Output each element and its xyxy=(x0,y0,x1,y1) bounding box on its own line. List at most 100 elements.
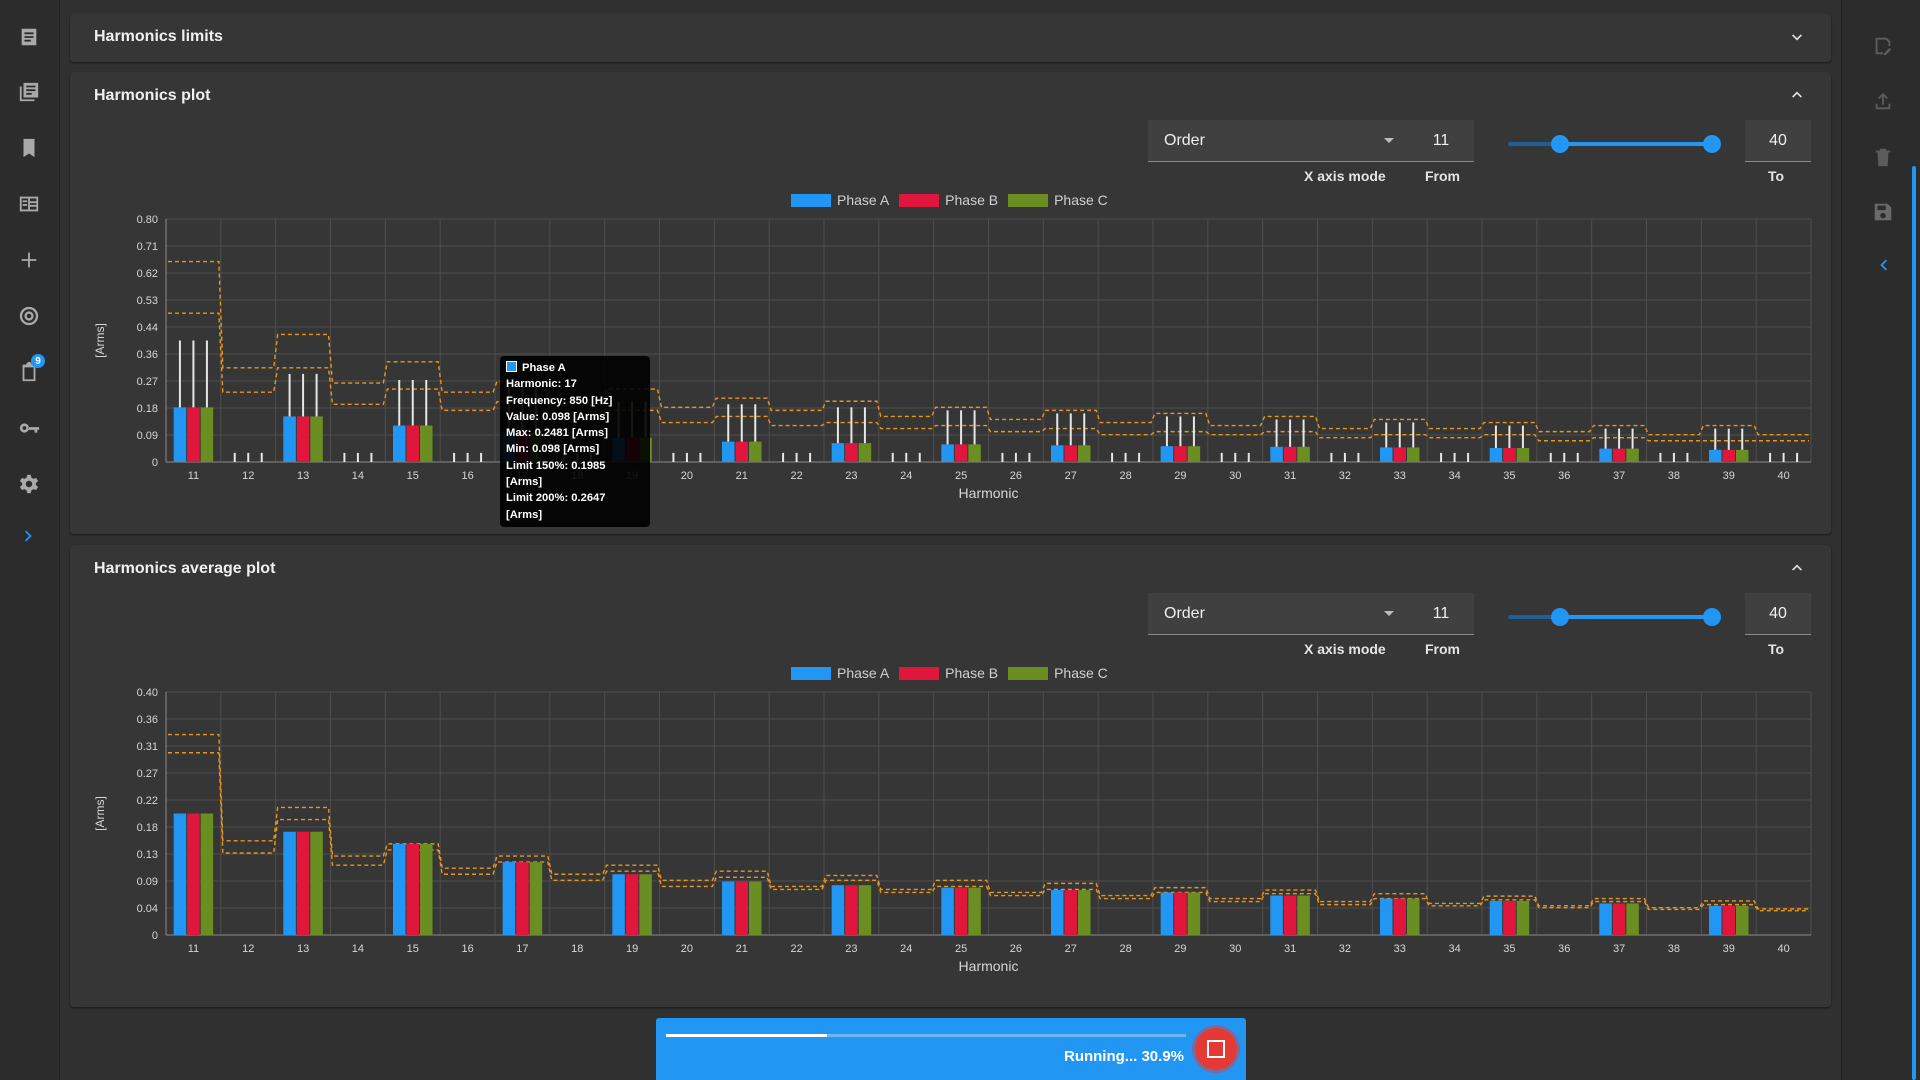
x-tick-label: 29 xyxy=(1174,470,1186,482)
library-icon[interactable] xyxy=(14,77,44,107)
stop-button[interactable] xyxy=(1195,1028,1237,1070)
legend-phase-a[interactable]: Phase A xyxy=(791,665,889,681)
bar-phase-c xyxy=(1407,898,1420,935)
legend-phase-c[interactable]: Phase C xyxy=(1008,192,1108,208)
bar-phase-c xyxy=(1516,900,1530,935)
settings-icon[interactable] xyxy=(14,469,44,499)
x-tick-label: 20 xyxy=(681,470,693,482)
bar-phase-c xyxy=(420,843,433,935)
bar-phase-a xyxy=(1051,445,1064,462)
tooltip-min: Min: 0.098 [Arms] xyxy=(506,443,600,456)
bar-phase-b xyxy=(1722,449,1735,462)
limit-200-line xyxy=(168,733,1809,910)
add-icon[interactable] xyxy=(14,245,44,275)
y-tick-label: 0.13 xyxy=(137,849,158,861)
bar-phase-a xyxy=(941,444,954,462)
x-tick-label: 40 xyxy=(1777,943,1789,955)
x-tick-label: 16 xyxy=(461,943,473,955)
chevron-up-icon[interactable] xyxy=(1787,557,1807,577)
from-caption: From xyxy=(1425,168,1460,184)
bar-phase-c xyxy=(200,813,214,935)
y-tick-label: 0.04 xyxy=(137,903,158,915)
scrollbar[interactable] xyxy=(1912,166,1916,1080)
delete-icon[interactable] xyxy=(1870,144,1896,170)
bar-phase-a xyxy=(283,416,296,462)
range-slider-max-thumb[interactable] xyxy=(1703,608,1721,626)
x-tick-label: 25 xyxy=(955,943,967,955)
clipboard-icon[interactable]: 9 xyxy=(14,354,45,387)
from-input[interactable]: 11 xyxy=(1408,593,1474,635)
range-slider-min-thumb[interactable] xyxy=(1551,608,1569,626)
chevron-up-icon[interactable] xyxy=(1787,84,1807,104)
y-tick-label: 0.18 xyxy=(137,822,158,834)
to-caption: To xyxy=(1768,168,1785,184)
x-tick-label: 34 xyxy=(1448,943,1460,955)
bar-phase-c xyxy=(749,441,762,462)
bar-phase-c xyxy=(1626,448,1639,462)
y-tick-label: 0.22 xyxy=(137,795,158,807)
legend-phase-c[interactable]: Phase C xyxy=(1008,665,1108,681)
x-tick-label: 36 xyxy=(1558,943,1570,955)
x-tick-label: 28 xyxy=(1119,943,1131,955)
range-slider[interactable] xyxy=(1508,142,1718,146)
harmonics-plot-panel: Harmonics plot Order X axis mode 11 From… xyxy=(70,72,1831,534)
bar-phase-a xyxy=(1380,898,1393,935)
to-input[interactable]: 40 xyxy=(1745,593,1811,635)
tooltip-value: Value: 0.098 [Arms] xyxy=(506,410,610,423)
x-axis-mode-select[interactable]: Order xyxy=(1148,593,1408,635)
x-axis-mode-select[interactable]: Order xyxy=(1148,120,1408,162)
x-tick-label: 28 xyxy=(1119,470,1131,482)
target-icon[interactable] xyxy=(14,301,44,331)
bar-phase-a xyxy=(173,407,187,462)
save-icon[interactable] xyxy=(1870,199,1896,225)
x-tick-label: 33 xyxy=(1394,943,1406,955)
bar-phase-b xyxy=(1064,445,1077,462)
tooltip-limit150: Limit 150%: 0.1985 [Arms] xyxy=(506,459,606,489)
bar-phase-b xyxy=(845,885,858,935)
y-tick-label: 0.31 xyxy=(137,741,158,753)
x-axis-mode-value: Order xyxy=(1164,132,1205,149)
x-tick-label: 14 xyxy=(352,943,364,955)
harmonics-limits-panel: Harmonics limits xyxy=(70,14,1831,62)
tooltip-frequency: Frequency: 850 [Hz] xyxy=(506,394,613,407)
legend-phase-b[interactable]: Phase B xyxy=(899,665,998,681)
range-slider-min-thumb[interactable] xyxy=(1551,135,1569,153)
save-document-icon[interactable] xyxy=(1870,33,1896,59)
harmonics-average-bar-chart[interactable]: 0 0.04 0.09 0.13 0.18 0.22 0.27 0.31 0.36 0.40 11 1… xyxy=(70,545,1831,1007)
x-tick-label: 33 xyxy=(1394,470,1406,482)
chevron-left-icon[interactable] xyxy=(1870,252,1896,278)
nav-rail: 9 xyxy=(0,0,60,1080)
x-axis-mode-caption: X axis mode xyxy=(1304,641,1386,657)
bar-phase-a xyxy=(502,862,516,935)
bar-phase-a xyxy=(1709,905,1722,935)
y-axis-title: [Arms] xyxy=(93,323,107,358)
bar-phase-b xyxy=(954,887,968,935)
bar-phase-b xyxy=(1612,448,1626,462)
bar-phase-c xyxy=(1626,903,1639,935)
legend-phase-b[interactable]: Phase B xyxy=(899,192,998,208)
chevron-right-icon[interactable] xyxy=(14,521,44,551)
x-tick-label: 36 xyxy=(1558,470,1570,482)
range-slider[interactable] xyxy=(1508,615,1718,619)
bar-phase-b xyxy=(1283,895,1297,935)
range-slider-max-thumb[interactable] xyxy=(1703,135,1721,153)
bar-phase-b xyxy=(296,416,310,462)
x-tick-label: 37 xyxy=(1613,943,1625,955)
bar-phase-c xyxy=(310,416,323,462)
key-icon[interactable] xyxy=(14,413,44,443)
document-icon[interactable] xyxy=(14,22,44,52)
from-input[interactable]: 11 xyxy=(1408,120,1474,162)
upload-icon[interactable] xyxy=(1870,88,1896,114)
chevron-down-icon[interactable] xyxy=(1787,28,1807,48)
chart-legend: Phase A Phase B Phase C xyxy=(791,665,1118,681)
table-icon[interactable] xyxy=(14,189,44,219)
legend-phase-a[interactable]: Phase A xyxy=(791,192,889,208)
bar-phase-b xyxy=(1283,446,1297,462)
x-axis-mode-value: Order xyxy=(1164,605,1205,622)
progress-label: Running... 30.9% xyxy=(1063,1048,1184,1065)
to-input[interactable]: 40 xyxy=(1745,120,1811,162)
bookmark-icon[interactable] xyxy=(14,133,44,163)
x-tick-label: 32 xyxy=(1339,470,1351,482)
bar-phase-c xyxy=(1297,446,1310,462)
harmonics-bar-chart[interactable]: 0 0.09 0.18 0.27 0.36 0.44 0.53 0.62 0.71 0.80 11 1… xyxy=(70,72,1831,534)
